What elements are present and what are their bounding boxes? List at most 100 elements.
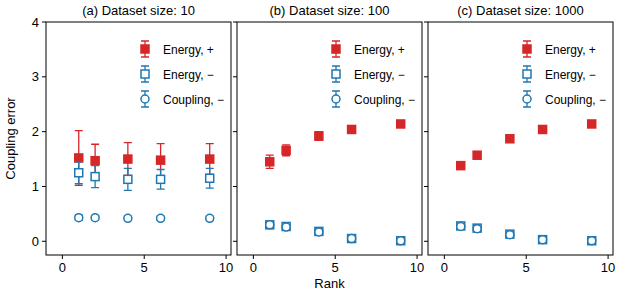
marker [539,125,547,133]
marker [266,221,274,229]
legend-label: Coupling, − [545,93,606,107]
figure: 051001234(a) Dataset size: 10Coupling er… [0,0,640,293]
y-label: Coupling error [3,97,18,180]
y-tick [424,241,428,242]
x-tick [144,255,145,259]
x-tick-label: 10 [410,260,424,275]
series [266,221,405,245]
error-bar [282,145,290,156]
marker [473,224,481,232]
marker [75,169,83,177]
marker [315,227,323,235]
legend-label: Energy, + [163,43,214,57]
marker [266,158,274,166]
error-bar [315,132,323,141]
x-tick-label: 5 [523,260,530,275]
title: (b) Dataset size: 100 [270,3,390,18]
error-bar [397,121,405,128]
legend: Energy, +Energy, −Coupling, − [523,41,606,107]
y-tick-label: 0 [32,234,39,249]
error-bar [206,168,214,188]
y-tick [233,131,237,132]
legend-label: Coupling, − [354,93,415,107]
y-tick [233,241,237,242]
data-area [457,120,596,245]
marker [91,214,99,222]
y-tick [42,186,46,187]
error-bar [75,162,83,184]
error-bar [348,126,356,133]
error-bar [75,131,83,186]
marker [348,125,356,133]
marker [506,231,514,239]
marker [397,237,405,245]
frame [428,22,613,255]
legend-label: Energy, + [354,43,405,57]
error-bar [157,169,165,189]
y-tick [42,131,46,132]
y-tick [42,22,46,23]
marker [348,235,356,243]
title: (a) Dataset size: 10 [82,3,195,18]
error-bar [124,168,132,190]
data-area [75,131,214,223]
error-bar [348,126,356,133]
marker [124,175,132,183]
marker [473,151,481,159]
x-tick [226,255,227,259]
legend-label: Coupling, − [163,93,224,107]
marker [157,175,165,183]
marker [523,95,531,103]
marker [506,135,514,143]
legend-label: Energy, + [545,43,596,57]
panel: 0510(c) Dataset size: 1000Energy, +Energ… [424,3,615,275]
legend-errorbar [523,66,531,82]
legend-errorbar [141,66,149,82]
marker [124,214,132,222]
x-tick-label: 5 [141,260,148,275]
marker [523,70,531,78]
series [75,214,214,223]
x-tick-label: 0 [59,260,66,275]
legend-errorbar [332,91,340,107]
title: (c) Dataset size: 1000 [457,3,583,18]
panel: 051001234(a) Dataset size: 10Coupling er… [3,3,233,275]
y-tick-label: 1 [32,179,39,194]
marker [457,222,465,230]
series [75,131,214,186]
legend-errorbar [523,41,531,57]
error-bar [266,155,274,168]
marker [315,132,323,140]
marker [397,237,405,245]
marker [75,154,83,162]
error-bar [266,155,274,168]
marker [206,214,214,222]
x-label: Rank [314,276,345,291]
x-tick-label: 10 [219,260,233,275]
legend-label: Energy, − [354,68,405,82]
error-bar [282,145,290,156]
y-tick [233,76,237,77]
y-tick-label: 4 [32,15,39,30]
error-bar [91,166,99,188]
error-bar [157,169,165,189]
error-bar [75,162,83,184]
x-tick [417,255,418,259]
marker [157,214,165,222]
marker [588,120,596,128]
marker [397,120,405,128]
marker [588,237,596,245]
frame [237,22,422,255]
marker [506,230,514,238]
marker [473,225,481,233]
series [457,120,596,170]
marker [75,214,83,222]
legend-errorbar [141,91,149,107]
legend-label: Energy, − [163,68,214,82]
y-tick-label: 2 [32,124,39,139]
marker [332,95,340,103]
marker [348,235,356,243]
x-tick-label: 0 [250,260,257,275]
marker [282,222,290,230]
y-tick [42,76,46,77]
